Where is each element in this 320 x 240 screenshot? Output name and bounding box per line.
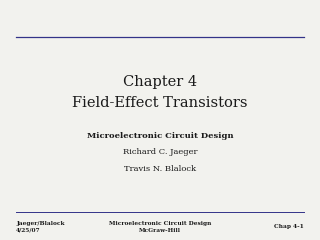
Text: Microelectronic Circuit Design
McGraw-Hill: Microelectronic Circuit Design McGraw-Hi…: [109, 221, 211, 233]
Text: Chap 4-1: Chap 4-1: [274, 224, 304, 229]
Text: Travis N. Blalock: Travis N. Blalock: [124, 165, 196, 173]
Text: Jaeger/Blalock
4/25/07: Jaeger/Blalock 4/25/07: [16, 221, 65, 233]
Text: Richard C. Jaeger: Richard C. Jaeger: [123, 148, 197, 156]
Text: Microelectronic Circuit Design: Microelectronic Circuit Design: [87, 132, 233, 140]
Text: Chapter 4
Field-Effect Transistors: Chapter 4 Field-Effect Transistors: [72, 75, 248, 110]
